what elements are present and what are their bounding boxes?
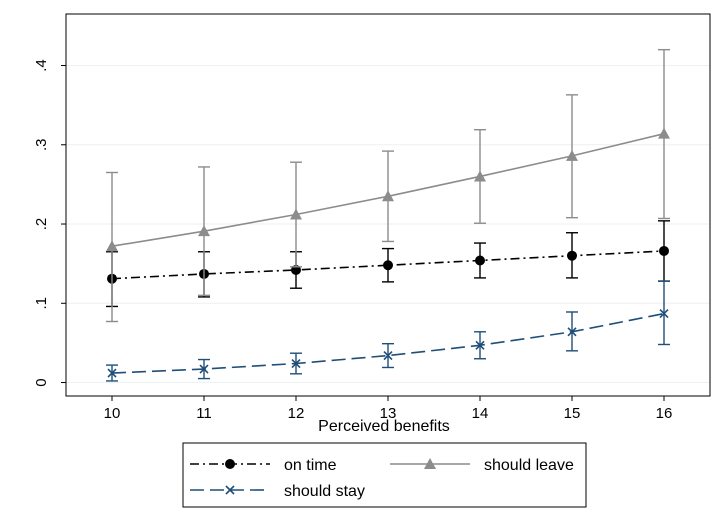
data-point: [567, 327, 577, 337]
data-point: [475, 340, 485, 350]
data-point: [474, 170, 486, 182]
data-point: [659, 309, 669, 319]
x-tick-label: 15: [564, 405, 581, 422]
legend-item: should stay: [190, 483, 365, 500]
legend-label: on time: [284, 457, 337, 474]
data-point: [659, 245, 669, 256]
x-tick-label: 16: [656, 405, 673, 422]
y-tick-label: .2: [33, 218, 50, 231]
legend-marker: [225, 459, 235, 469]
data-point: [107, 368, 117, 378]
data-point: [658, 127, 670, 139]
x-tick-label: 10: [104, 405, 121, 422]
x-tick-label: 12: [288, 405, 305, 422]
data-point: [382, 190, 394, 202]
data-point: [106, 240, 118, 252]
x-tick-label: 13: [380, 405, 397, 422]
legend-box: [182, 442, 587, 508]
data-point: [198, 225, 210, 237]
legend-item: on time: [190, 457, 337, 474]
y-tick-label: 0: [33, 378, 50, 386]
data-point: [383, 351, 393, 361]
y-tick-label: .3: [33, 139, 50, 152]
series-should-stay: [106, 280, 670, 382]
legend-item: should leave: [390, 457, 574, 474]
data-point: [290, 208, 302, 220]
series: [106, 48, 670, 382]
axes: 0 .1 .2 .3 .4 10 11 12 13 14 15 16: [33, 59, 672, 422]
legend: on time should leave should stay: [182, 442, 587, 508]
data-point: [199, 364, 209, 374]
y-tick-label: .4: [33, 59, 50, 72]
series-should-leave: [106, 48, 670, 323]
x-tick-label: 14: [472, 405, 489, 422]
y-tick-label: .1: [33, 297, 50, 310]
data-point: [566, 149, 578, 161]
legend-label: should leave: [484, 457, 574, 474]
data-point: [567, 250, 577, 261]
legend-marker: [225, 485, 235, 495]
legend-marker: [424, 458, 436, 469]
data-point: [475, 255, 485, 266]
data-point: [291, 358, 301, 369]
x-tick-label: 11: [196, 405, 212, 422]
legend-label: should stay: [284, 483, 365, 500]
data-point: [383, 260, 393, 271]
x-axis-label: Perceived benefits: [318, 418, 450, 435]
